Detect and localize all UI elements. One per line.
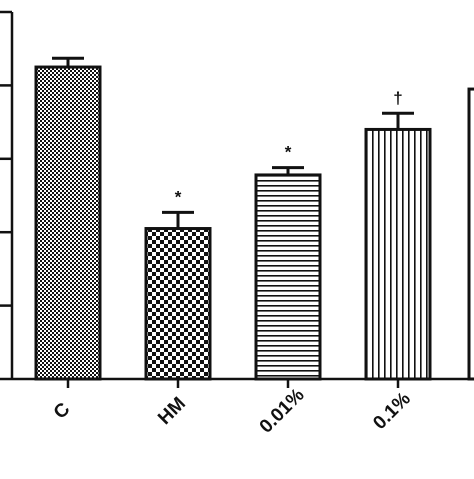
bar-0-01	[254, 173, 322, 381]
labels-layer: C * HM * 0.01% † 0.1%	[50, 88, 415, 437]
x-tick-label-0-01: 0.01%	[256, 385, 309, 438]
bars-layer	[34, 56, 474, 381]
bar-partial-right	[467, 87, 474, 381]
x-tick-label-hm: HM	[154, 393, 190, 429]
bar-0-1	[364, 127, 432, 381]
significance-marker-0-01: *	[285, 143, 292, 162]
x-tick-label-c: C	[50, 399, 75, 424]
x-tick-label-0-1: 0.1%	[369, 388, 415, 434]
significance-marker-hm: *	[175, 187, 182, 206]
axes-layer	[0, 10, 474, 388]
significance-marker-0-1: †	[393, 88, 402, 107]
bar-c	[34, 65, 102, 381]
bar-hm	[144, 227, 212, 381]
